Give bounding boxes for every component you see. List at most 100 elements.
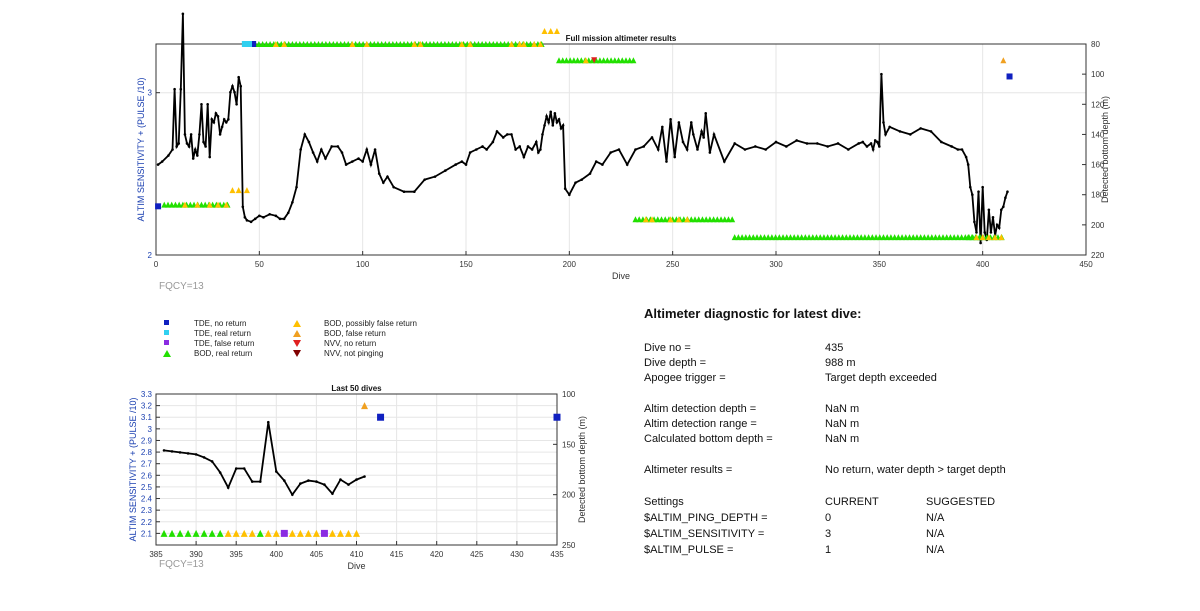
calculated-bottom-depth-label: Calculated bottom depth = [644, 433, 773, 445]
depth-point [386, 175, 389, 178]
depth-point [365, 148, 369, 151]
legend-label: NVV, not pinging [324, 349, 384, 358]
depth-point [170, 450, 174, 453]
depth-point [997, 226, 1001, 230]
depth-point [242, 467, 246, 470]
legend-label: TDE, real return [194, 329, 251, 338]
series-marker [160, 529, 168, 537]
depth-point [551, 124, 555, 127]
depth-point [183, 133, 187, 136]
y-left-tick-label: 2.8 [141, 448, 153, 457]
depth-point [173, 87, 176, 91]
depth-point [785, 145, 788, 148]
ping-depth-label: $ALTIM_PING_DEPTH = [644, 512, 768, 524]
series-marker [232, 529, 240, 537]
series-marker [304, 529, 312, 537]
depth-point [743, 148, 747, 151]
x-tick-label: 400 [270, 550, 284, 559]
depth-point [369, 163, 373, 166]
pulse-current: 1 [825, 544, 832, 556]
series-marker [985, 234, 992, 241]
depth-point [541, 133, 544, 136]
depth-point [171, 148, 174, 151]
depth-point [501, 136, 505, 139]
series-marker [591, 57, 598, 64]
depth-point [258, 214, 261, 218]
series-marker [729, 216, 736, 223]
depth-point [873, 139, 877, 142]
settings-label: Settings [644, 496, 684, 508]
y-left-tick-label: 3 [148, 89, 153, 98]
dive-depth-value: 988 m [825, 357, 856, 369]
depth-point [625, 163, 629, 166]
series-marker [235, 187, 242, 194]
x-tick-label: 450 [1079, 260, 1093, 269]
series-marker [184, 529, 192, 537]
depth-point [344, 163, 348, 166]
cyan-square-icon [164, 330, 169, 335]
series-marker [361, 402, 369, 410]
x-tick-label: 0 [154, 260, 159, 269]
series-marker [336, 529, 344, 537]
x-tick-label: 390 [189, 550, 203, 559]
depth-point [295, 185, 298, 189]
series-marker [288, 529, 296, 537]
depth-point [656, 148, 660, 151]
series-marker [547, 28, 554, 35]
depth-point [299, 148, 302, 151]
depth-point [249, 220, 253, 224]
depth-point [929, 130, 933, 133]
depth-point [202, 140, 205, 144]
depth-point [1004, 196, 1007, 200]
x-axis-label: Dive [612, 271, 630, 281]
x-tick-label: 385 [149, 550, 163, 559]
series-marker [582, 57, 589, 64]
depth-point [193, 148, 197, 151]
x-tick-label: 420 [430, 550, 444, 559]
series-marker [349, 41, 356, 47]
series-marker [256, 529, 264, 537]
darkred-down-triangle-icon [293, 350, 301, 357]
depth-point [878, 145, 881, 148]
depth-point [347, 483, 350, 486]
depth-point [212, 121, 216, 124]
depth-point [340, 151, 344, 154]
y-left-tick-label: 2.6 [141, 471, 153, 480]
depth-point [239, 84, 243, 88]
depth-line [163, 422, 365, 497]
depth-point [1006, 190, 1009, 193]
depth-point [274, 214, 278, 218]
depth-point [514, 148, 517, 151]
y-right-tick-label: 180 [1091, 191, 1105, 200]
depth-point [816, 142, 819, 145]
depth-point [231, 84, 234, 88]
plot-frame [155, 43, 1087, 256]
depth-point [518, 145, 522, 148]
depth-point [543, 124, 546, 127]
depth-point [423, 178, 426, 181]
altimeter-results-value: No return, water depth > target depth [825, 464, 1006, 476]
depth-point [224, 121, 228, 124]
depth-point [351, 160, 354, 163]
depth-point [315, 160, 319, 163]
x-tick-label: 430 [510, 550, 524, 559]
depth-point [237, 75, 240, 79]
altimeter-results-label: Altimeter results = [644, 464, 733, 476]
depth-point [413, 190, 416, 193]
depth-point [530, 148, 534, 151]
depth-point [555, 121, 559, 124]
y-left-tick-label: 3 [148, 425, 153, 434]
depth-point [547, 121, 550, 124]
depth-point [884, 133, 887, 136]
fqcy-annotation: FQCY=13 [159, 281, 204, 292]
series-marker [417, 41, 424, 47]
depth-point [339, 478, 342, 481]
depth-point [481, 145, 484, 148]
series-marker [192, 529, 200, 537]
depth-point [361, 160, 364, 163]
depth-point [557, 118, 561, 121]
depth-point [167, 154, 170, 157]
depth-point [983, 231, 987, 234]
